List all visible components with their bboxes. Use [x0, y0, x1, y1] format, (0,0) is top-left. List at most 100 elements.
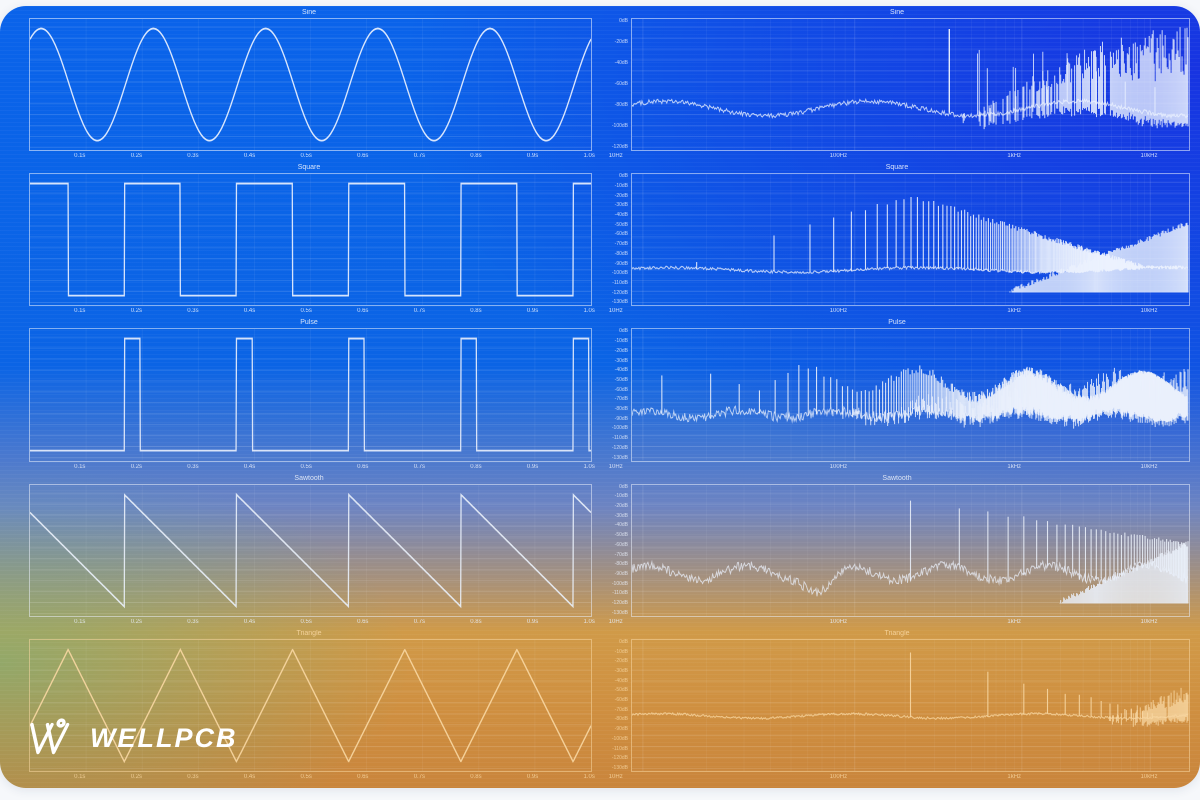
- x-axis-labels: 0.1s 0.2s 0.3s 0.4s 0.5s 0.6s 0.7s 0.8s 0.9s 1.0s: [26, 462, 595, 474]
- y-tick-label: -80dB: [614, 561, 628, 568]
- x-tick-label: 100Hz: [829, 773, 848, 780]
- x-tick-label: 0.5s: [300, 463, 312, 470]
- y-tick-label: -60dB: [614, 81, 628, 88]
- x-tick-label: 0.1s: [74, 463, 86, 470]
- y-tick-label: -130dB: [611, 609, 628, 616]
- x-tick-label: 0.4s: [243, 308, 256, 315]
- y-axis-labels: 0dB -20dB -40dB -60dB -80dB -100dB -120dB: [604, 18, 631, 151]
- x-tick-label: 0.8s: [470, 153, 482, 160]
- y-tick-label: -20dB: [614, 192, 628, 199]
- y-tick-label: -10dB: [614, 182, 628, 189]
- x-tick-label: 0.3s: [187, 773, 199, 780]
- x-tick-label: 1kHz: [1007, 308, 1022, 315]
- y-tick-label: -110dB: [612, 435, 628, 442]
- x-tick-label: 0.7s: [413, 463, 426, 470]
- y-tick-label: -100dB: [611, 735, 628, 742]
- y-tick-label: -90dB: [614, 415, 628, 422]
- y-tick-label: -30dB: [614, 512, 628, 519]
- x-tick-label: 0.8s: [470, 463, 482, 470]
- x-tick-label: 0.6s: [357, 618, 369, 625]
- y-tick-label: 0dB: [619, 638, 628, 645]
- y-tick-label: -100dB: [611, 425, 628, 432]
- y-tick-label: 0dB: [619, 328, 628, 335]
- y-tick-label: -40dB: [614, 60, 628, 67]
- x-tick-label: 0.7s: [413, 618, 426, 625]
- x-tick-label: 0.5s: [300, 153, 312, 160]
- y-tick-label: -20dB: [614, 658, 628, 665]
- y-tick-label: -90dB: [614, 726, 628, 733]
- x-axis-labels: 10Hz 100Hz 1kHz 10kHz: [604, 306, 1190, 318]
- y-tick-label: -50dB: [614, 532, 628, 539]
- y-tick-label: -40dB: [614, 367, 628, 374]
- x-tick-label: 0.1s: [74, 618, 86, 625]
- y-tick-label: -70dB: [614, 241, 628, 248]
- y-tick-label: -20dB: [614, 503, 628, 509]
- y-tick-label: -20dB: [614, 39, 628, 46]
- y-tick-label: 0dB: [619, 483, 628, 490]
- x-tick-label: 0.8s: [470, 308, 482, 315]
- y-tick-label: -100dB: [611, 580, 628, 587]
- x-tick-label: 0.1s: [74, 308, 86, 315]
- chart-triangle-time: Triangle 0.1s 0.2s 0.3s 0.4s 0.5s 0.6s 0.7s 0.8…: [0, 629, 600, 784]
- plot-area: [29, 638, 592, 772]
- x-tick-label: 10Hz: [608, 153, 623, 160]
- y-tick-label: -130dB: [611, 764, 628, 771]
- y-tick-label: -60dB: [614, 386, 628, 393]
- plot-area: [631, 173, 1190, 307]
- x-tick-label: 0.3s: [187, 463, 199, 470]
- x-tick-label: 100Hz: [829, 153, 848, 160]
- chart-sawtooth-time: Sawtooth 0.1s 0.2s 0.3s 0.4s 0.5s 0.6s 0.7s 0.8…: [0, 474, 600, 629]
- x-tick-label: 0.2s: [130, 773, 143, 780]
- x-tick-label: 1kHz: [1007, 153, 1022, 160]
- y-tick-label: -80dB: [614, 102, 628, 109]
- x-axis-labels: 10Hz 100Hz 1kHz 10kHz: [604, 462, 1190, 474]
- wellpcb-logo: WELLPCB: [28, 718, 237, 758]
- x-tick-label: 1.0s: [583, 308, 595, 315]
- x-tick-label: 0.9s: [526, 463, 539, 470]
- chart-title: Pulse: [888, 319, 906, 327]
- chart-sine-time: Sine 0.1s 0.2s 0.3s 0.4s 0.5s 0.6s 0.7s 0.8s 0.9…: [0, 8, 600, 163]
- chart-title: Sine: [889, 9, 904, 16]
- y-axis-labels: 0dB -10dB -20dB -30dB -40dB -50dB -60dB -70dB -8…: [604, 484, 631, 617]
- x-axis-labels: 0.1s 0.2s 0.3s 0.4s 0.5s 0.6s 0.7s 0.8s 0.9s 1.0s: [26, 772, 595, 784]
- y-tick-label: -40dB: [614, 677, 628, 684]
- y-axis-labels: 0dB -10dB -20dB -30dB -40dB -50dB -60dB -70dB -8…: [604, 173, 631, 306]
- y-tick-label: -110dB: [612, 590, 628, 597]
- x-tick-label: 0.9s: [526, 618, 539, 625]
- chart-title: Sine: [301, 9, 316, 16]
- x-tick-label: 0.4s: [243, 463, 256, 470]
- y-tick-label: -130dB: [611, 454, 628, 461]
- y-tick-label: -90dB: [614, 570, 628, 577]
- x-axis-labels: 10Hz 100Hz 1kHz 10kHz: [604, 617, 1190, 629]
- y-tick-label: -120dB: [611, 289, 628, 296]
- x-tick-label: 0.4s: [243, 773, 256, 780]
- x-tick-label: 10Hz: [608, 463, 623, 470]
- y-tick-label: -60dB: [614, 231, 628, 238]
- x-tick-label: 0.2s: [130, 618, 143, 625]
- x-tick-label: 0.3s: [187, 308, 199, 315]
- chart-sine-spectrum: Sine 0dB -20dB -40dB -60dB -80dB -100dB -120dB…: [600, 8, 1200, 163]
- x-axis-labels: 10Hz 100Hz 1kHz 10kHz: [604, 772, 1190, 784]
- y-tick-label: 0dB: [619, 173, 628, 180]
- x-tick-label: 0.9s: [526, 773, 539, 780]
- y-tick-label: -50dB: [614, 376, 628, 383]
- x-tick-label: 0.5s: [300, 308, 312, 315]
- x-tick-label: 1.0s: [583, 618, 595, 625]
- logo-text: WELLPCB: [90, 722, 238, 753]
- y-tick-label: -50dB: [614, 221, 628, 228]
- y-tick-label: -70dB: [614, 706, 628, 713]
- x-tick-label: 0.4s: [243, 618, 256, 625]
- y-tick-label: -30dB: [614, 667, 628, 674]
- x-tick-label: 10kHz: [1140, 463, 1158, 470]
- plot-area: [29, 173, 592, 307]
- x-tick-label: 100Hz: [829, 463, 848, 470]
- x-axis-labels: 0.1s 0.2s 0.3s 0.4s 0.5s 0.6s 0.7s 0.8s 0.9s 1.0s: [26, 151, 595, 163]
- x-tick-label: 10Hz: [608, 773, 623, 780]
- x-tick-label: 0.2s: [130, 153, 143, 160]
- y-tick-label: -120dB: [611, 755, 628, 762]
- x-tick-label: 0.3s: [187, 618, 199, 625]
- y-tick-label: 0dB: [619, 18, 628, 24]
- x-tick-label: 0.8s: [470, 618, 482, 625]
- y-tick-label: -70dB: [614, 551, 628, 558]
- waveform-poster-card: Sine 0.1s 0.2s 0.3s 0.4s 0.5s 0.6s 0.7s 0.8s 0.9…: [0, 6, 1200, 788]
